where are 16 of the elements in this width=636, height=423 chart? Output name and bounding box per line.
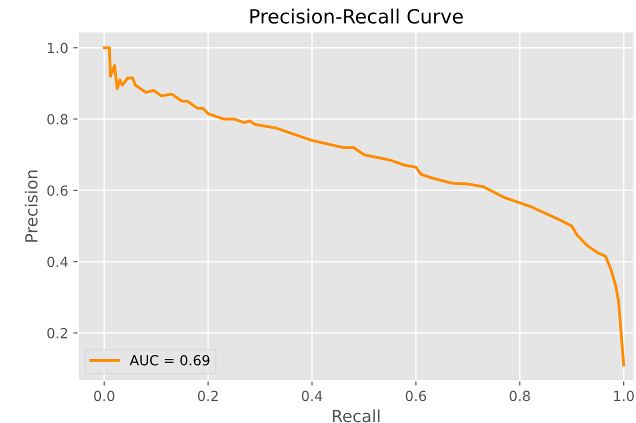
- y-tick-label: 0.8: [47, 114, 68, 125]
- y-tick-label: 0.4: [47, 256, 68, 268]
- y-tick-label: 0.2: [47, 328, 68, 338]
- legend-label: AUC = 0.69: [130, 355, 210, 366]
- x-tick-label: 0.2: [198, 390, 218, 402]
- chart-title: Precision-Recall Curve: [250, 8, 463, 24]
- y-axis-title: Precision: [24, 170, 38, 242]
- x-tick-label: 0.8: [510, 390, 530, 402]
- y-tick-label: 0.6: [47, 185, 68, 196]
- line-series: [102, 46, 626, 366]
- x-tick-label: 0.6: [406, 390, 426, 402]
- y-tick-label: 1.0: [48, 42, 68, 54]
- x-tick-label: 0.0: [94, 390, 114, 402]
- x-tick-label: 1.0: [614, 390, 634, 402]
- x-axis-title: Recall: [332, 409, 380, 422]
- x-tick-label: 0.4: [302, 390, 322, 402]
